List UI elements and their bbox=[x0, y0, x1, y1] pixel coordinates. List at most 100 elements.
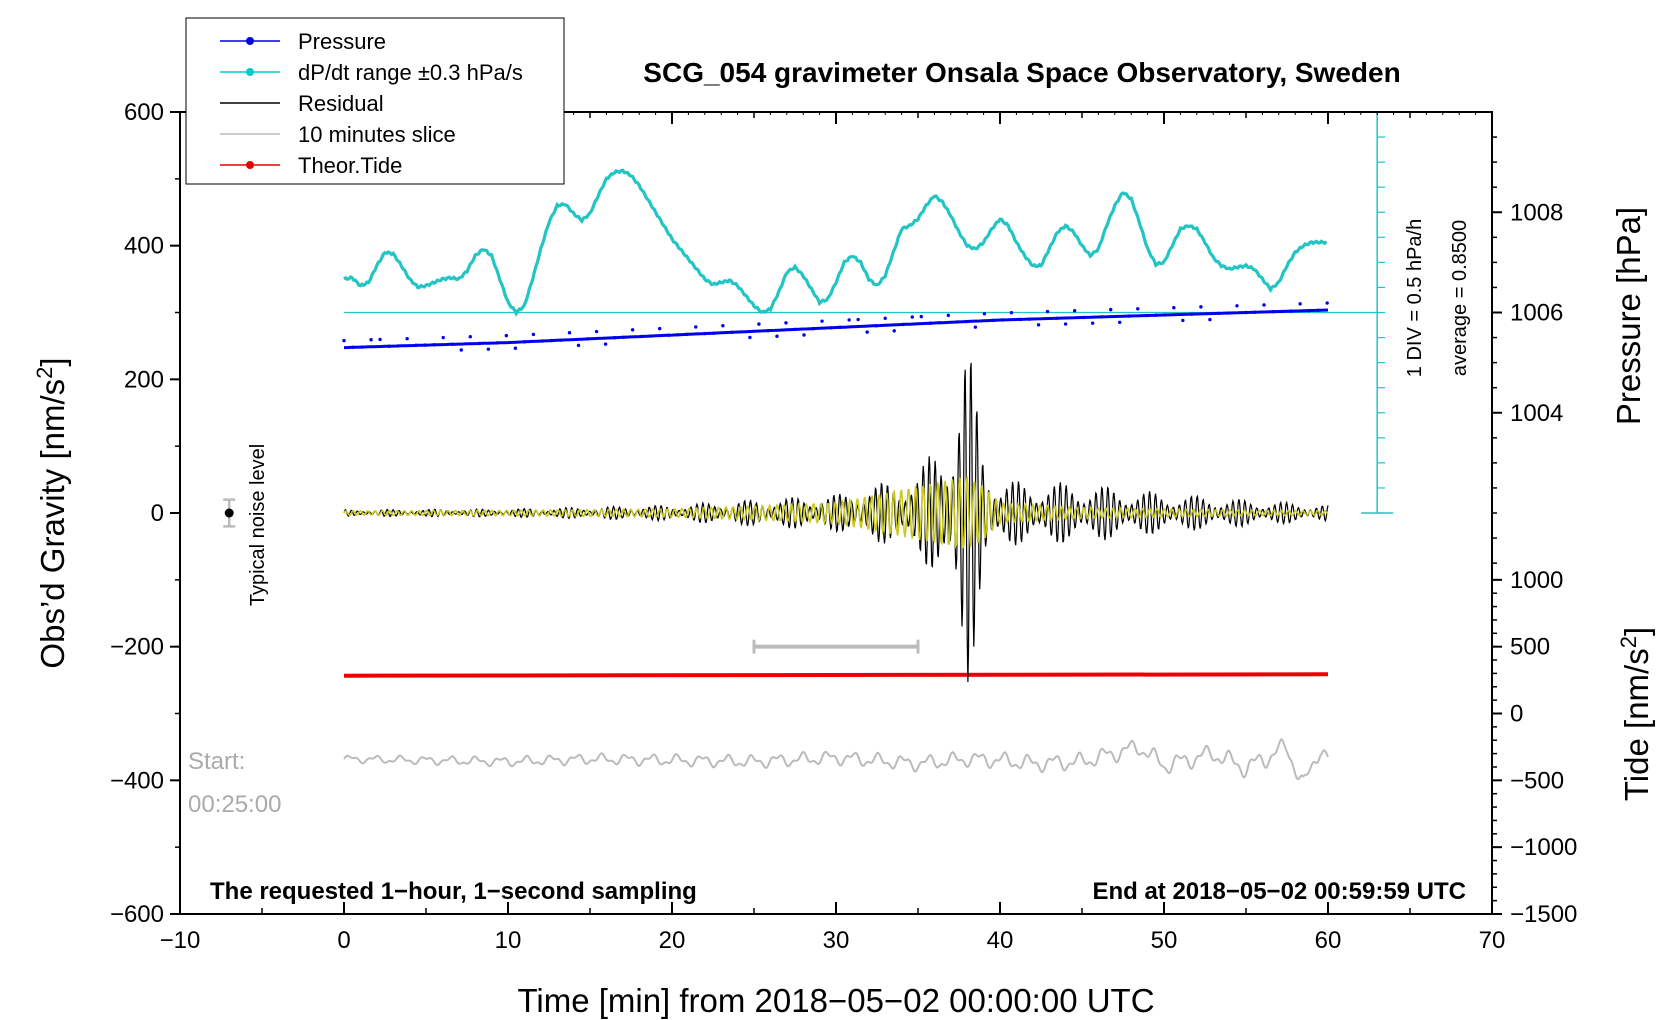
pressure-point bbox=[667, 333, 671, 337]
pressure-point bbox=[1253, 310, 1257, 314]
pressure-point bbox=[1099, 315, 1104, 319]
pressure-point bbox=[1244, 310, 1248, 315]
bottom-left-note: The requested 1−hour, 1−second sampling bbox=[210, 878, 697, 905]
pressure-point bbox=[603, 342, 608, 346]
pressure-point bbox=[811, 326, 815, 331]
pressure-point bbox=[342, 338, 346, 343]
gravity-label-text: Obs’d Gravity bbox=[34, 468, 71, 668]
pressure-tick-label: 1008 bbox=[1510, 199, 1563, 226]
pressure-point bbox=[1081, 315, 1086, 320]
y-axis-gravity: 600 400 200 0 −200 −400 −600 bbox=[110, 99, 180, 928]
x-tick-label: 50 bbox=[1151, 927, 1178, 954]
pressure-point bbox=[1063, 322, 1068, 326]
y-tick-label: 0 bbox=[151, 500, 164, 527]
pressure-point bbox=[1018, 317, 1023, 322]
y-tick-label: −600 bbox=[110, 901, 164, 928]
tide-unit-text: [nm/s bbox=[1618, 648, 1655, 729]
start-time-label: 00:25:00 bbox=[188, 791, 281, 818]
pressure-point bbox=[712, 331, 716, 335]
pressure-point bbox=[1090, 321, 1095, 325]
pressure-point bbox=[1000, 318, 1005, 322]
pressure-point bbox=[351, 345, 355, 350]
noise-level-label: Typical noise level bbox=[247, 444, 269, 606]
pressure-point bbox=[937, 321, 942, 325]
pressure-point bbox=[477, 341, 481, 346]
legend-box bbox=[185, 17, 565, 185]
pressure-point bbox=[558, 338, 563, 342]
slice-series-line bbox=[343, 738, 1329, 781]
pressure-point bbox=[531, 332, 536, 337]
pressure-series-line bbox=[343, 308, 1329, 350]
pressure-tick-label: 1004 bbox=[1510, 400, 1563, 427]
tide-label-text: Tide bbox=[1618, 738, 1655, 801]
pressure-point bbox=[594, 329, 599, 334]
tide-tick-label: 0 bbox=[1510, 701, 1523, 728]
tide-tick-label: −500 bbox=[1510, 767, 1564, 794]
pressure-point bbox=[585, 337, 590, 341]
pressure-point bbox=[441, 335, 445, 340]
pressure-point bbox=[919, 314, 923, 319]
pressure-point bbox=[1118, 320, 1122, 325]
pressure-point bbox=[721, 324, 725, 328]
pressure-point bbox=[648, 334, 653, 338]
y-tick-label: 200 bbox=[124, 366, 164, 393]
y-tick-label: −200 bbox=[110, 634, 164, 661]
pressure-point bbox=[1262, 303, 1266, 307]
pressure-point bbox=[369, 338, 373, 342]
pressure-point bbox=[730, 330, 734, 335]
pressure-point bbox=[766, 328, 770, 333]
pressure-point bbox=[1298, 302, 1302, 306]
pressure-point bbox=[432, 343, 436, 347]
pressure-point bbox=[748, 335, 752, 340]
y-axis-title-gravity: Obs’d Gravity [nm/s2] bbox=[32, 357, 71, 668]
y-tick-label: 400 bbox=[124, 233, 164, 260]
pressure-point bbox=[423, 343, 427, 347]
pressure-point bbox=[1109, 307, 1113, 312]
legend-label: Residual bbox=[298, 91, 384, 116]
pressure-point bbox=[1307, 308, 1311, 313]
pressure-point bbox=[910, 315, 914, 319]
gravity-unit-sup: 2 bbox=[32, 367, 57, 379]
tide-tick-label: −1000 bbox=[1510, 834, 1577, 861]
dpdt-series-line bbox=[343, 168, 1328, 317]
pressure-point bbox=[1325, 301, 1329, 305]
pressure-point bbox=[955, 320, 960, 324]
residual-filtered-line bbox=[343, 476, 1329, 549]
pressure-point bbox=[387, 344, 391, 348]
legend-marker bbox=[246, 161, 254, 169]
y-tick-label: 600 bbox=[124, 99, 164, 126]
pressure-point bbox=[630, 328, 635, 332]
x-tick-label: 0 bbox=[337, 927, 350, 954]
pressure-point bbox=[405, 336, 409, 341]
plot-area bbox=[223, 111, 1394, 781]
pressure-point bbox=[991, 318, 996, 323]
pressure-point bbox=[1136, 307, 1140, 311]
pressure-point bbox=[874, 323, 878, 328]
pressure-point bbox=[1045, 309, 1050, 314]
pressure-scale-div: 1 DIV = 0.5 hPa/h bbox=[1404, 219, 1426, 377]
pressure-point bbox=[820, 319, 824, 323]
pressure-point bbox=[1054, 316, 1059, 320]
start-label: Start: bbox=[188, 748, 245, 775]
pressure-point bbox=[1226, 311, 1230, 315]
y-tick-label: −400 bbox=[110, 767, 164, 794]
pressure-point bbox=[495, 341, 500, 345]
pressure-point bbox=[694, 325, 698, 329]
x-axis: −10 0 10 20 30 40 50 60 70 bbox=[160, 112, 1505, 954]
pressure-point bbox=[459, 348, 463, 352]
tide-tick-label: 1000 bbox=[1510, 567, 1563, 594]
pressure-point bbox=[757, 322, 761, 326]
pressure-point bbox=[1271, 309, 1275, 314]
pressure-point bbox=[504, 333, 509, 338]
tide-unit-close: ] bbox=[1618, 627, 1655, 636]
pressure-point bbox=[513, 346, 518, 350]
y-axis-pressure: 1008 1006 1004 bbox=[1492, 136, 1563, 564]
pressure-point bbox=[1036, 323, 1041, 327]
pressure-point bbox=[1217, 311, 1221, 316]
x-tick-label: 20 bbox=[659, 927, 686, 954]
pressure-point bbox=[901, 322, 905, 327]
pressure-point bbox=[522, 340, 527, 344]
bottom-right-note: End at 2018−05−02 00:59:59 UTC bbox=[1092, 878, 1466, 905]
pressure-point bbox=[838, 325, 842, 330]
